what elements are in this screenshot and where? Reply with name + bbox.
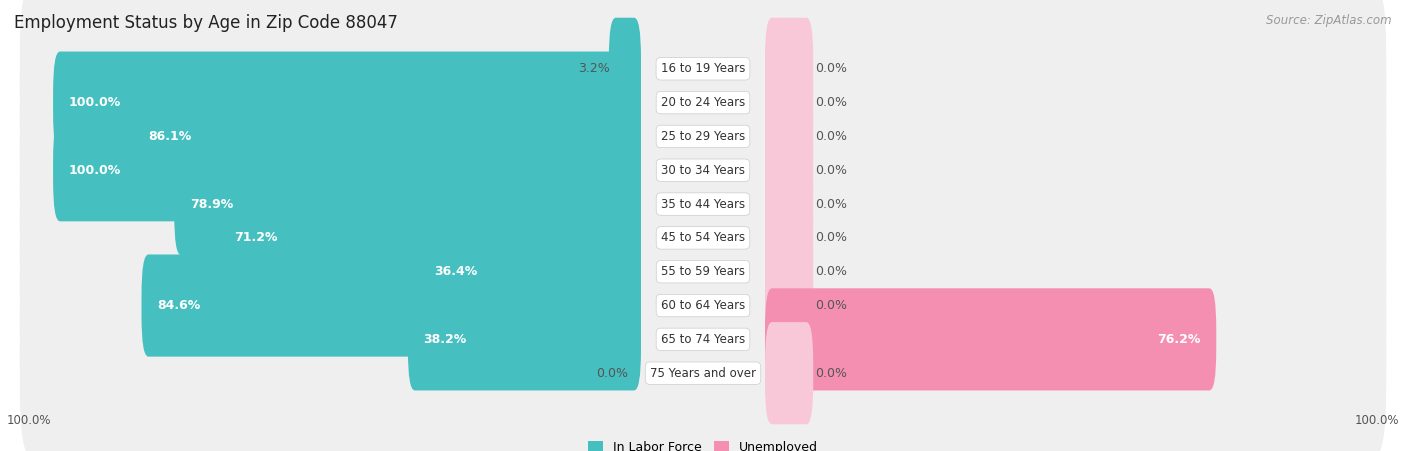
FancyBboxPatch shape: [408, 288, 641, 391]
FancyBboxPatch shape: [765, 153, 813, 255]
Text: 78.9%: 78.9%: [190, 198, 233, 211]
Text: 100.0%: 100.0%: [1354, 414, 1399, 427]
Text: 25 to 29 Years: 25 to 29 Years: [661, 130, 745, 143]
FancyBboxPatch shape: [20, 290, 1386, 451]
Text: 100.0%: 100.0%: [69, 164, 121, 177]
FancyBboxPatch shape: [20, 155, 1386, 321]
Text: 60 to 64 Years: 60 to 64 Years: [661, 299, 745, 312]
FancyBboxPatch shape: [765, 85, 813, 188]
Text: 71.2%: 71.2%: [233, 231, 277, 244]
Text: 30 to 34 Years: 30 to 34 Years: [661, 164, 745, 177]
Text: 55 to 59 Years: 55 to 59 Years: [661, 265, 745, 278]
FancyBboxPatch shape: [20, 189, 1386, 354]
Legend: In Labor Force, Unemployed: In Labor Force, Unemployed: [588, 441, 818, 451]
Text: 45 to 54 Years: 45 to 54 Years: [661, 231, 745, 244]
Text: 0.0%: 0.0%: [815, 130, 846, 143]
FancyBboxPatch shape: [53, 51, 641, 154]
FancyBboxPatch shape: [20, 223, 1386, 388]
Text: 38.2%: 38.2%: [423, 333, 467, 346]
Text: 0.0%: 0.0%: [815, 265, 846, 278]
Text: 100.0%: 100.0%: [7, 414, 52, 427]
FancyBboxPatch shape: [765, 18, 813, 120]
FancyBboxPatch shape: [134, 85, 641, 188]
FancyBboxPatch shape: [20, 87, 1386, 253]
FancyBboxPatch shape: [609, 18, 641, 120]
FancyBboxPatch shape: [142, 254, 641, 357]
FancyBboxPatch shape: [53, 119, 641, 221]
Text: 16 to 19 Years: 16 to 19 Years: [661, 62, 745, 75]
Text: 76.2%: 76.2%: [1157, 333, 1201, 346]
Text: 3.2%: 3.2%: [578, 62, 610, 75]
Text: Source: ZipAtlas.com: Source: ZipAtlas.com: [1267, 14, 1392, 27]
FancyBboxPatch shape: [20, 0, 1386, 152]
FancyBboxPatch shape: [765, 288, 1216, 391]
Text: 0.0%: 0.0%: [596, 367, 628, 380]
Text: Employment Status by Age in Zip Code 88047: Employment Status by Age in Zip Code 880…: [14, 14, 398, 32]
Text: 65 to 74 Years: 65 to 74 Years: [661, 333, 745, 346]
FancyBboxPatch shape: [20, 20, 1386, 185]
FancyBboxPatch shape: [20, 257, 1386, 422]
Text: 20 to 24 Years: 20 to 24 Years: [661, 96, 745, 109]
FancyBboxPatch shape: [218, 187, 641, 289]
FancyBboxPatch shape: [20, 54, 1386, 219]
FancyBboxPatch shape: [765, 221, 813, 323]
Text: 0.0%: 0.0%: [815, 198, 846, 211]
Text: 0.0%: 0.0%: [815, 231, 846, 244]
Text: 0.0%: 0.0%: [815, 164, 846, 177]
FancyBboxPatch shape: [765, 51, 813, 154]
Text: 75 Years and over: 75 Years and over: [650, 367, 756, 380]
Text: 84.6%: 84.6%: [157, 299, 200, 312]
Text: 0.0%: 0.0%: [815, 299, 846, 312]
Text: 86.1%: 86.1%: [149, 130, 191, 143]
Text: 0.0%: 0.0%: [815, 367, 846, 380]
FancyBboxPatch shape: [765, 322, 813, 424]
Text: 100.0%: 100.0%: [69, 96, 121, 109]
FancyBboxPatch shape: [765, 254, 813, 357]
Text: 0.0%: 0.0%: [815, 96, 846, 109]
FancyBboxPatch shape: [765, 119, 813, 221]
FancyBboxPatch shape: [174, 153, 641, 255]
Text: 35 to 44 Years: 35 to 44 Years: [661, 198, 745, 211]
Text: 0.0%: 0.0%: [815, 62, 846, 75]
FancyBboxPatch shape: [765, 187, 813, 289]
Text: 36.4%: 36.4%: [433, 265, 477, 278]
FancyBboxPatch shape: [418, 221, 641, 323]
FancyBboxPatch shape: [20, 121, 1386, 287]
